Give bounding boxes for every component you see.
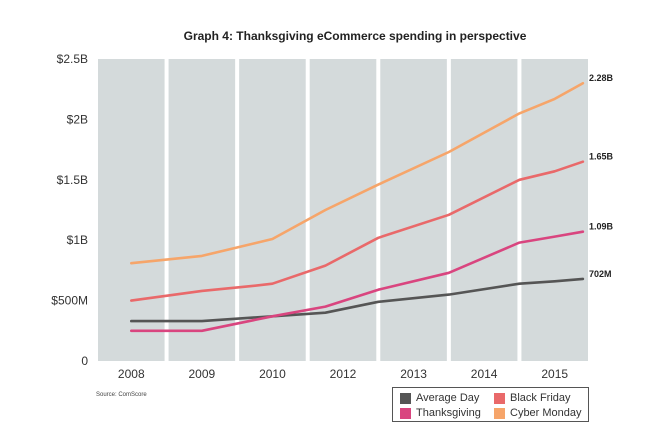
legend-swatch-thanksgiving: [400, 407, 411, 419]
chart-title: Graph 4: Thanksgiving eCommerce spending…: [184, 29, 527, 43]
x-axis-labels: 2008 2009 2010 2012 2013 2014 2015: [118, 367, 568, 381]
grid-bands: [98, 59, 588, 361]
legend-item-thanksgiving: Thanksgiving: [400, 407, 481, 419]
legend-item-black-friday: Black Friday: [494, 392, 571, 404]
x-tick-label: 2010: [259, 367, 286, 381]
y-tick-label: $2B: [67, 112, 88, 126]
y-tick-label: $1.5B: [57, 173, 88, 187]
x-tick-label: 2013: [400, 367, 427, 381]
legend-swatch-cyber-monday: [494, 407, 505, 419]
y-tick-label: $1B: [67, 233, 88, 247]
legend-item-cyber-monday: Cyber Monday: [494, 407, 582, 419]
legend-label-cyber-monday: Cyber Monday: [510, 407, 582, 419]
legend-item-average-day: Average Day: [400, 392, 479, 404]
x-tick-label: 2012: [330, 367, 357, 381]
x-tick-label: 2015: [541, 367, 568, 381]
series-line-average-day: [130, 277, 585, 323]
y-tick-label: 0: [81, 354, 88, 368]
legend-swatch-black-friday: [494, 392, 505, 404]
legend-label-black-friday: Black Friday: [510, 392, 571, 404]
end-label-average-day: 702M: [589, 269, 612, 279]
legend-swatch-average-day: [400, 392, 411, 404]
legend: Average Day Black Friday Thanksgiving Cy…: [392, 387, 589, 422]
end-label-black-friday: 1.65B: [589, 152, 614, 162]
grid-band-2014: [450, 59, 518, 361]
y-axis-labels: 0 $500M $1B $1.5B $2B $2.5B: [51, 52, 88, 368]
y-tick-label: $2.5B: [57, 52, 88, 66]
grid-band-2012: [309, 59, 377, 361]
grid-band-2013: [380, 59, 447, 361]
grid-band-2009: [168, 59, 236, 361]
x-tick-label: 2008: [118, 367, 145, 381]
grid-band-2010: [239, 59, 306, 361]
series-line-thanksgiving: [130, 230, 585, 333]
legend-label-average-day: Average Day: [416, 392, 480, 404]
series-line-black-friday: [130, 160, 585, 302]
end-labels: 702M 1.65B 1.09B 2.28B: [589, 73, 614, 279]
end-label-thanksgiving: 1.09B: [589, 222, 614, 232]
x-tick-label: 2009: [189, 367, 216, 381]
grid-band-2015: [521, 59, 588, 361]
y-tick-label: $500M: [51, 294, 88, 308]
grid-band-2008: [98, 59, 165, 361]
series-lines: [130, 81, 585, 333]
end-label-cyber-monday: 2.28B: [589, 73, 614, 83]
legend-label-thanksgiving: Thanksgiving: [416, 407, 481, 419]
x-tick-label: 2014: [471, 367, 498, 381]
source-note: Source: ComScore: [96, 392, 147, 398]
series-line-cyber-monday: [130, 81, 585, 265]
